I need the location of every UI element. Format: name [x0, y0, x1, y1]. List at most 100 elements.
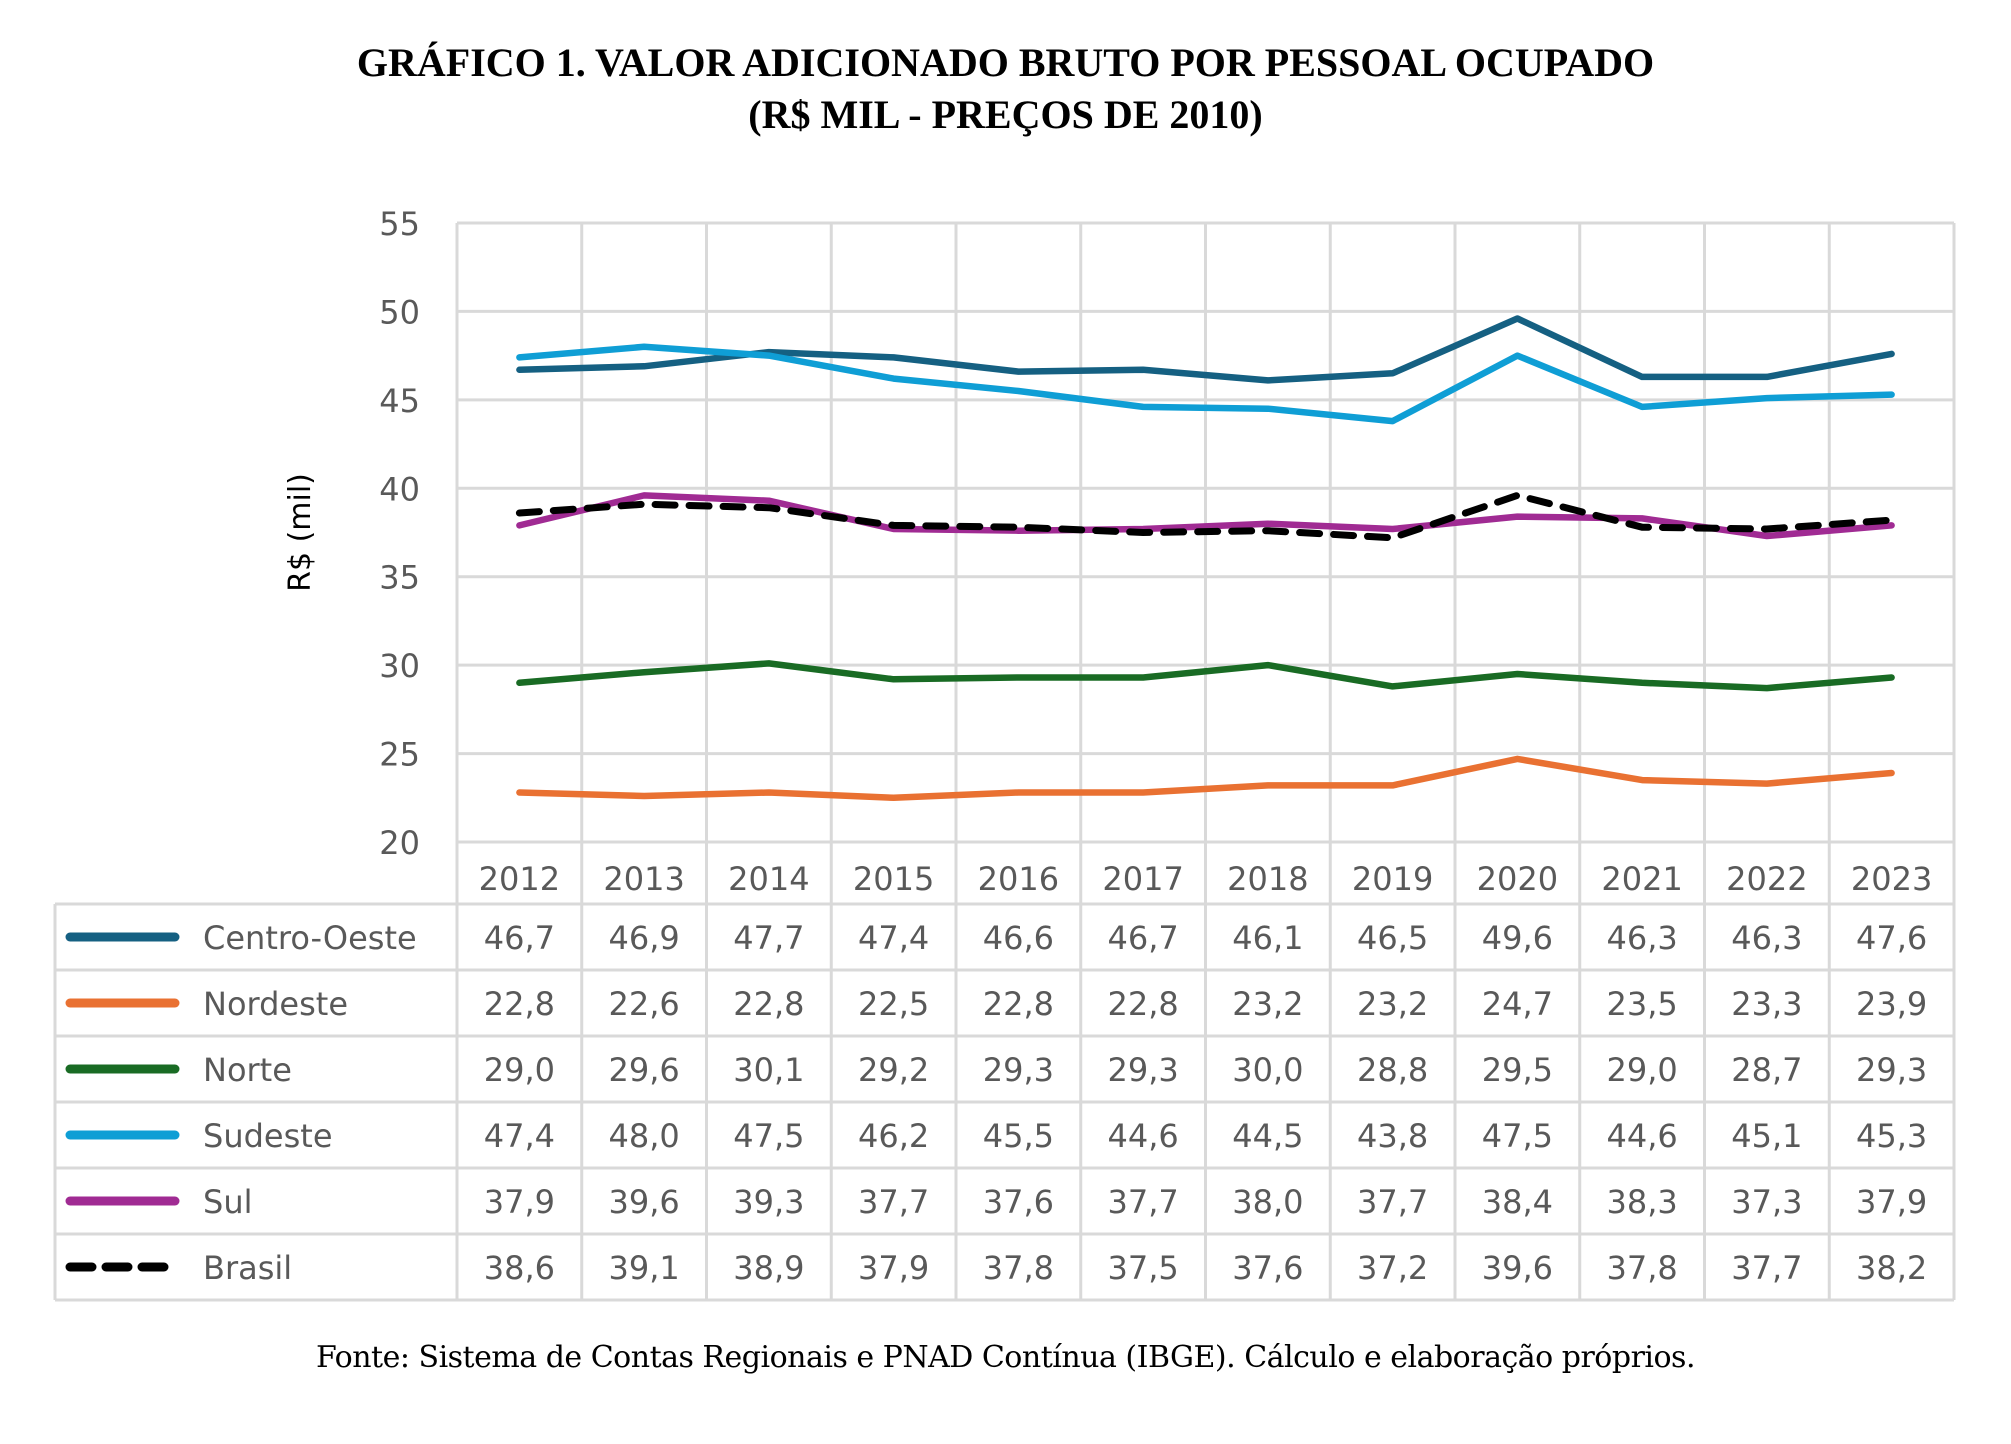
legend-label: Sul [203, 1183, 252, 1221]
x-tick-label: 2023 [1851, 860, 1932, 898]
table-cell-value: 46,5 [1357, 919, 1428, 957]
table-cell-value: 29,3 [1856, 1051, 1927, 1089]
table-cell-value: 37,5 [1108, 1249, 1179, 1287]
x-tick-label: 2014 [728, 860, 809, 898]
table-cell-value: 37,6 [1232, 1249, 1303, 1287]
source-footnote: Fonte: Sistema de Contas Regionais e PNA… [316, 1340, 1696, 1375]
table-cell-value: 38,3 [1607, 1183, 1678, 1221]
table-cell-value: 49,6 [1482, 919, 1553, 957]
table-cell-value: 37,8 [1607, 1249, 1678, 1287]
table-cell-value: 29,3 [983, 1051, 1054, 1089]
table-cell-value: 22,8 [484, 985, 555, 1023]
table-cell-value: 44,6 [1108, 1117, 1179, 1155]
x-tick-label: 2020 [1477, 860, 1558, 898]
table-cell-value: 37,6 [983, 1183, 1054, 1221]
legend-label: Sudeste [203, 1117, 333, 1155]
table-cell-value: 37,3 [1731, 1183, 1802, 1221]
y-tick-label: 50 [379, 293, 420, 331]
table-cell-value: 30,1 [733, 1051, 804, 1089]
table-cell-value: 23,9 [1856, 985, 1927, 1023]
table-cell-value: 22,6 [609, 985, 680, 1023]
x-tick-label: 2019 [1352, 860, 1433, 898]
series-line-sudeste [516, 343, 1895, 425]
series-line-sul [516, 492, 1895, 540]
table-cell-value: 38,9 [733, 1249, 804, 1287]
table-cell-value: 22,8 [733, 985, 804, 1023]
table-cell-value: 39,6 [609, 1183, 680, 1221]
table-cell-value: 22,8 [983, 985, 1054, 1023]
series-line-norte [516, 660, 1895, 692]
y-tick-label: 45 [379, 382, 420, 420]
table-cell-value: 46,9 [609, 919, 680, 957]
table-cell-value: 37,7 [1731, 1249, 1802, 1287]
y-tick-label: 20 [379, 824, 420, 862]
table-cell-value: 45,1 [1731, 1117, 1802, 1155]
legend-label: Norte [203, 1051, 292, 1089]
table-cell-value: 46,7 [484, 919, 555, 957]
table-cell-value: 43,8 [1357, 1117, 1428, 1155]
table-cell-value: 44,5 [1232, 1117, 1303, 1155]
table-cell-value: 29,2 [858, 1051, 929, 1089]
y-tick-label: 30 [379, 647, 420, 685]
table-cell-value: 23,2 [1357, 985, 1428, 1023]
table-cell-value: 28,8 [1357, 1051, 1428, 1089]
y-tick-label: 25 [379, 736, 420, 774]
legend-label: Centro-Oeste [203, 919, 417, 957]
table-cell-value: 22,8 [1108, 985, 1179, 1023]
table-cell-value: 37,8 [983, 1249, 1054, 1287]
table-cell-value: 24,7 [1482, 985, 1553, 1023]
table-cell-value: 45,5 [983, 1117, 1054, 1155]
series-line-brasil [515, 491, 1896, 542]
table-cell-value: 29,0 [484, 1051, 555, 1089]
gridlines [455, 221, 1956, 1300]
table-cell-value: 45,3 [1856, 1117, 1927, 1155]
table-cell-value: 38,2 [1856, 1249, 1927, 1287]
table-cell-value: 47,5 [1482, 1117, 1553, 1155]
table-cell-value: 47,7 [733, 919, 804, 957]
table-cell-value: 39,1 [609, 1249, 680, 1287]
x-tick-label: 2018 [1227, 860, 1308, 898]
table-cell-value: 46,3 [1731, 919, 1802, 957]
table-cell-value: 46,6 [983, 919, 1054, 957]
table-cell-value: 28,7 [1731, 1051, 1802, 1089]
data-table: 2012 2013 2014 2015 2016 2017 2018 2019 2020 2021… [53, 860, 1954, 1302]
table-cell-value: 46,7 [1108, 919, 1179, 957]
table-cell-value: 23,2 [1232, 985, 1303, 1023]
table-cell-value: 39,3 [733, 1183, 804, 1221]
table-cell-value: 37,7 [858, 1183, 929, 1221]
chart-title-line1: GRÁFICO 1. VALOR ADICIONADO BRUTO POR PE… [356, 40, 1655, 85]
table-cell-value: 37,9 [484, 1183, 555, 1221]
x-tick-label: 2021 [1601, 860, 1682, 898]
table-cell-value: 38,4 [1482, 1183, 1553, 1221]
y-axis-label: R$ (mil) [283, 473, 318, 592]
table-cell-value: 38,0 [1232, 1183, 1303, 1221]
table-cell-value: 29,0 [1607, 1051, 1678, 1089]
table-cell-value: 29,5 [1482, 1051, 1553, 1089]
x-tick-label: 2016 [978, 860, 1059, 898]
legend-label: Brasil [203, 1249, 292, 1287]
table-cell-value: 30,0 [1232, 1051, 1303, 1089]
table-cell-value: 46,3 [1607, 919, 1678, 957]
table-cell-value: 47,4 [858, 919, 929, 957]
table-cell-value: 23,3 [1731, 985, 1802, 1023]
table-cell-value: 37,9 [858, 1249, 929, 1287]
table-cell-value: 44,6 [1607, 1117, 1678, 1155]
series-line-nordeste [516, 755, 1895, 802]
x-tick-label: 2015 [853, 860, 934, 898]
series-lines [515, 315, 1896, 802]
x-tick-label: 2012 [479, 860, 560, 898]
y-tick-label: 35 [379, 559, 420, 597]
table-cell-value: 46,1 [1232, 919, 1303, 957]
table-cell-value: 39,6 [1482, 1249, 1553, 1287]
table-cell-value: 46,2 [858, 1117, 929, 1155]
table-cell-value: 37,9 [1856, 1183, 1927, 1221]
table-cell-value: 47,5 [733, 1117, 804, 1155]
table-cell-value: 29,3 [1108, 1051, 1179, 1089]
table-cell-value: 38,6 [484, 1249, 555, 1287]
table-cell-value: 37,7 [1108, 1183, 1179, 1221]
legend-label: Nordeste [203, 985, 348, 1023]
x-tick-label: 2017 [1102, 860, 1183, 898]
table-cell-value: 37,7 [1357, 1183, 1428, 1221]
table-cell-value: 23,5 [1607, 985, 1678, 1023]
